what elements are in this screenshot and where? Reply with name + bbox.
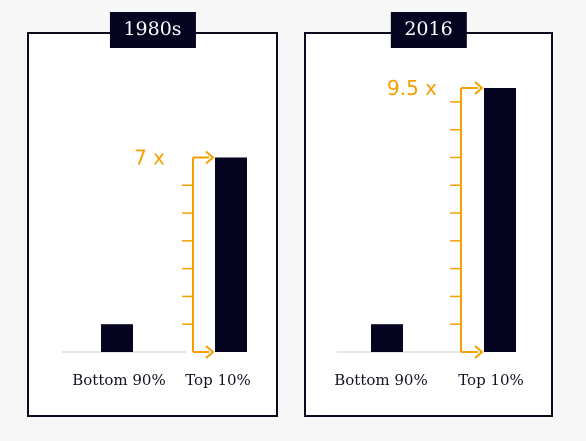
panel-title: 2016 (390, 12, 467, 48)
category-label: Top 10% (185, 371, 251, 389)
arrowhead-bottom (474, 345, 484, 359)
bar-top-10- (484, 88, 516, 352)
bar-bottom-90- (101, 324, 133, 352)
arrowhead-top (474, 81, 484, 95)
panel-title: 1980s (109, 12, 196, 48)
bar-top-10- (215, 157, 247, 352)
multiplier-label: 9.5 x (387, 76, 437, 100)
arrowhead-bottom (205, 345, 215, 359)
category-label: Bottom 90% (334, 371, 427, 389)
multiplier-label: 7 x (134, 145, 165, 169)
category-label: Top 10% (458, 371, 524, 389)
bar-bottom-90- (371, 324, 403, 352)
category-label: Bottom 90% (72, 371, 165, 389)
arrowhead-top (205, 150, 215, 165)
